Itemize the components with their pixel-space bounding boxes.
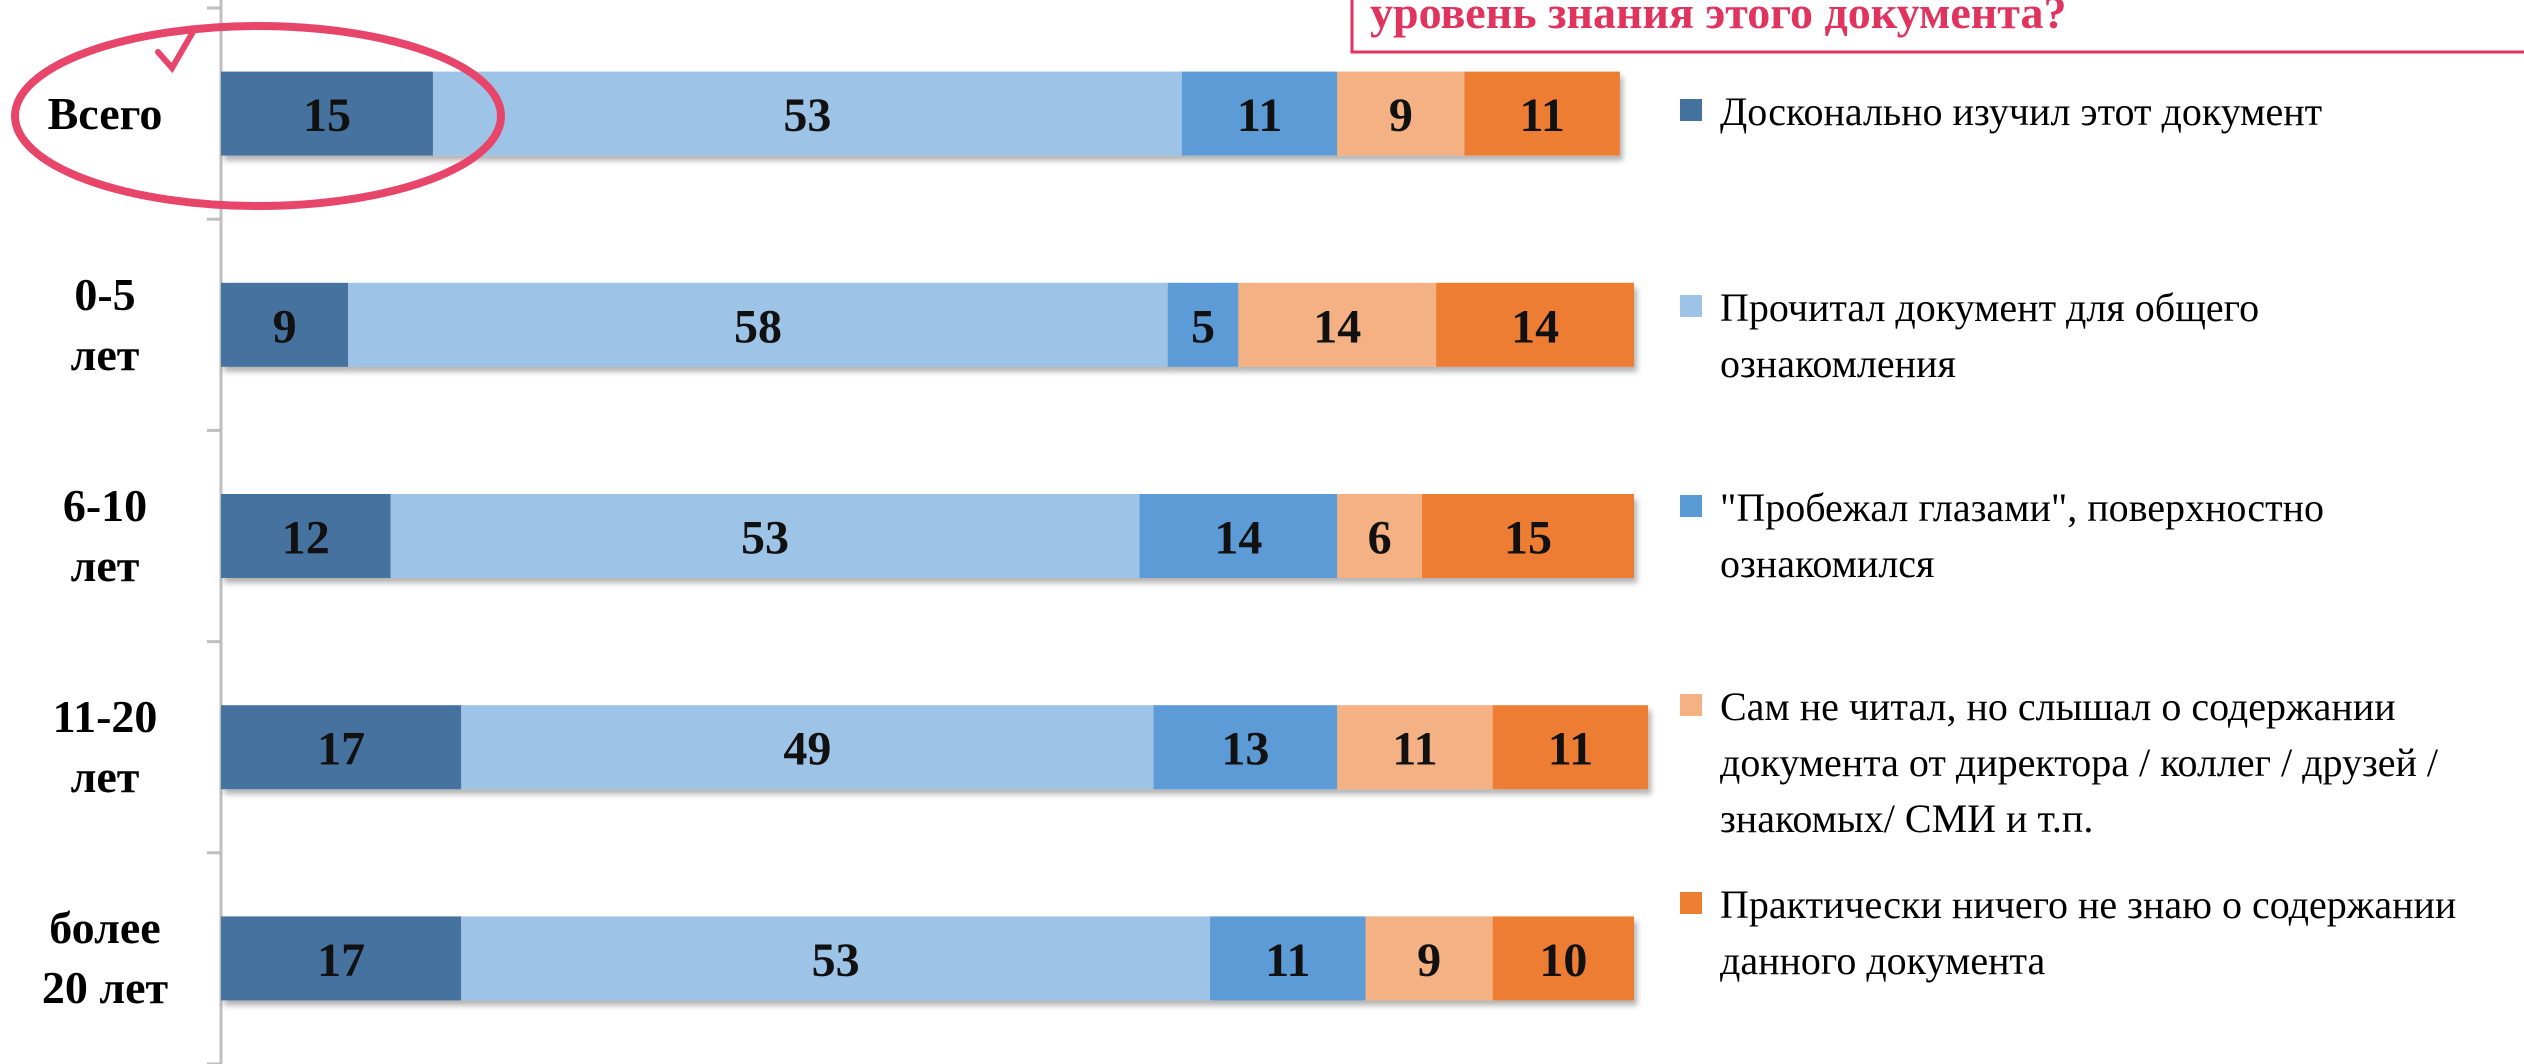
bar-segment <box>1238 282 1437 367</box>
bar-segment <box>1365 916 1493 1001</box>
category-label: 0-5 лет <box>70 268 140 380</box>
value-label: 14 <box>1511 300 1559 353</box>
value-label: 6 <box>1368 512 1392 565</box>
legend-swatch <box>1680 892 1702 914</box>
bar-segment <box>221 916 462 1001</box>
legend-swatch <box>1680 99 1702 121</box>
bar-segment <box>221 71 433 156</box>
legend-item: Сам не читал, но слышал о содержании док… <box>1680 679 2500 847</box>
category-label: 11-20 лет <box>52 691 158 803</box>
legend-label: Прочитал документ для общего ознакомлени… <box>1720 285 2260 386</box>
bar-segment <box>1492 916 1634 1001</box>
bar-segment <box>1210 916 1366 1001</box>
bar-group <box>221 71 1620 156</box>
value-label: 14 <box>1313 300 1361 353</box>
bar-segment <box>461 705 1154 790</box>
value-label: 5 <box>1191 300 1215 353</box>
legend-swatch <box>1680 295 1702 317</box>
bar-segment <box>1139 494 1338 578</box>
bar-segment <box>432 71 1182 156</box>
value-label: 49 <box>783 723 831 776</box>
bar-segment <box>461 916 1211 1001</box>
bar-segment <box>1492 705 1649 790</box>
value-label: 14 <box>1214 512 1262 565</box>
title-box <box>1350 0 2524 54</box>
value-label: 15 <box>1504 512 1552 565</box>
legend-item: Прочитал документ для общего ознакомлени… <box>1680 280 2500 392</box>
bar-segment <box>1167 282 1239 367</box>
value-label: 58 <box>734 300 782 353</box>
bar-group <box>221 282 1634 367</box>
bar-segment <box>1153 705 1338 790</box>
value-label: 11 <box>1548 723 1593 776</box>
value-label: 10 <box>1539 934 1587 987</box>
legend-label: Досконально изучил этот документ <box>1720 89 2323 134</box>
legend-item: Практически ничего не знаю о содержании … <box>1680 877 2500 989</box>
legend-swatch <box>1680 694 1702 716</box>
bar-group <box>221 916 1634 1001</box>
bar-segment <box>1464 71 1620 156</box>
category-label: более 20 лет <box>41 902 169 1014</box>
bar-segment <box>1337 71 1465 156</box>
bar-segment <box>221 494 391 578</box>
value-label: 17 <box>317 723 365 776</box>
value-label: 53 <box>741 512 789 565</box>
bar-group <box>221 494 1634 578</box>
legend-item: "Пробежал глазами", поверхностно ознаком… <box>1680 480 2500 592</box>
legend-label: "Пробежал глазами", поверхностно ознаком… <box>1720 485 2325 586</box>
value-label: 9 <box>273 300 297 353</box>
bar-segment <box>1337 705 1493 790</box>
check-mark <box>155 27 197 74</box>
legend-swatch <box>1680 495 1702 517</box>
value-label: 53 <box>812 934 860 987</box>
category-label: 6-10 лет <box>62 480 148 591</box>
value-label: 11 <box>1519 89 1564 142</box>
value-label: 11 <box>1392 723 1437 776</box>
legend-label: Практически ничего не знаю о содержании … <box>1720 882 2457 983</box>
legend-item: Досконально изучил этот документ <box>1680 84 2500 140</box>
highlight-ellipse <box>11 22 505 210</box>
value-label: 12 <box>282 512 330 565</box>
value-label: 11 <box>1237 89 1282 142</box>
bar-segment <box>1436 282 1634 367</box>
value-label: 53 <box>783 89 831 142</box>
bar-segment <box>1337 494 1423 578</box>
value-label: 9 <box>1417 934 1441 987</box>
category-label: Всего <box>47 87 163 139</box>
bar-segment <box>348 282 1168 367</box>
value-label: 9 <box>1389 89 1413 142</box>
bar-segment <box>221 705 462 790</box>
value-label: 17 <box>317 934 365 987</box>
value-label: 13 <box>1221 723 1269 776</box>
bar-group <box>221 705 1649 790</box>
bar-segment <box>1181 71 1338 156</box>
bar-segment <box>390 494 1140 578</box>
value-label: 15 <box>303 89 351 142</box>
legend-label: Сам не читал, но слышал о содержании док… <box>1720 684 2439 841</box>
bar-segment <box>221 282 349 367</box>
value-label: 11 <box>1265 934 1310 987</box>
bar-segment <box>1422 494 1634 578</box>
chart-title: уровень знания этого документа? <box>1370 0 2066 38</box>
